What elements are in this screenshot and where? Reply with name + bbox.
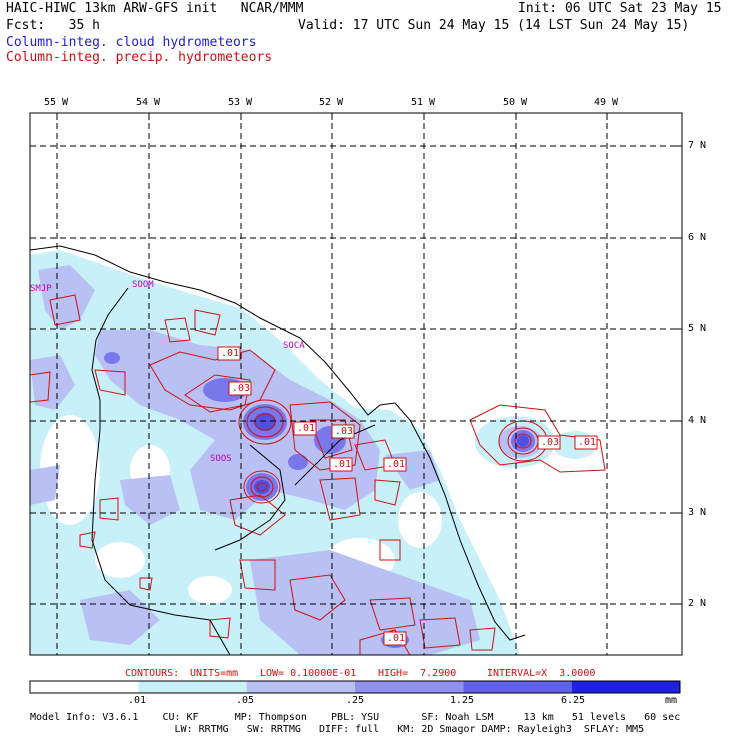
map-frame [29, 112, 683, 656]
colorbar-swatch [463, 681, 572, 693]
colorbar-tick: .25 [346, 695, 365, 706]
colorbar-tick: 6.25 [561, 695, 586, 706]
header-init: Init: 06 UTC Sat 23 May 15 [518, 1, 722, 16]
station-label: SMJP [30, 284, 52, 294]
colorbar-tick: .05 [236, 695, 255, 706]
colorbar-swatch [355, 681, 464, 693]
axis-ticks [56, 113, 682, 605]
cloud-field-core [254, 413, 529, 494]
legend-cloud: Column-integ. cloud hydrometeors [6, 35, 257, 50]
cloud-field-mid [30, 265, 542, 655]
contour-label: .01 [387, 459, 406, 470]
colorbar-swatch [30, 681, 139, 693]
graticule [30, 113, 682, 655]
contour-info-low: LOW= 0.10000E-01 [260, 668, 357, 679]
contour-label: .01 [333, 459, 352, 470]
coastline [30, 245, 526, 655]
station-label: SOOS [210, 454, 232, 464]
station-label: SOCA [283, 341, 305, 351]
lat-label: 5 N [688, 323, 707, 334]
contour-info-interval: INTERVAL=X 3.0000 [487, 668, 596, 679]
model-info-line1: Model Info: V3.6.1 CU: KF MP: Thompson P… [30, 712, 681, 723]
colorbar-swatch [138, 681, 247, 693]
contour-info-units: UNITS=mm [190, 668, 239, 679]
contour-info-label: CONTOURS: [125, 668, 180, 679]
contour-label: .01 [578, 437, 597, 448]
header-forecast: Fcst: 35 h [6, 18, 100, 33]
contour-label: .03 [541, 437, 560, 448]
lat-label: 7 N [688, 140, 707, 151]
contour-label: .01 [221, 348, 240, 359]
lat-label: 4 N [688, 415, 707, 426]
model-info-line2: LW: RRTMG SW: RRTMG DIFF: full KM: 2D Sm… [30, 724, 645, 735]
lat-label: 3 N [688, 507, 707, 518]
lat-label: 6 N [688, 232, 707, 243]
lon-label: 55 W [44, 97, 69, 108]
header-valid: Valid: 17 UTC Sun 24 May 15 (14 LST Sun … [298, 18, 690, 33]
legend-precip: Column-integ. precip. hydrometeors [6, 50, 273, 65]
contour-label: .03 [232, 383, 251, 394]
station-label: SOOM [132, 280, 154, 290]
colorbar-tick: .01 [128, 695, 147, 706]
colorbar-swatch [571, 681, 680, 693]
lat-label: 2 N [688, 598, 707, 609]
contour-label-boxes [217, 346, 598, 646]
contour-label: .01 [297, 423, 316, 434]
lon-label: 49 W [594, 97, 619, 108]
contour-label: .01 [387, 633, 406, 644]
lon-label: 50 W [503, 97, 528, 108]
header-title: HAIC-HIWC 13km ARW-GFS init NCAR/MMM [6, 1, 304, 16]
colorbar-swatch [246, 681, 355, 693]
colorbar-unit: mm [665, 695, 678, 706]
lon-label: 54 W [136, 97, 161, 108]
colorbar-tick: 1.25 [450, 695, 475, 706]
lon-label: 53 W [228, 97, 253, 108]
lon-label: 51 W [411, 97, 436, 108]
contour-info-high: HIGH= 7.2900 [378, 668, 457, 679]
contour-label: .03 [335, 426, 354, 437]
lon-label: 52 W [319, 97, 344, 108]
